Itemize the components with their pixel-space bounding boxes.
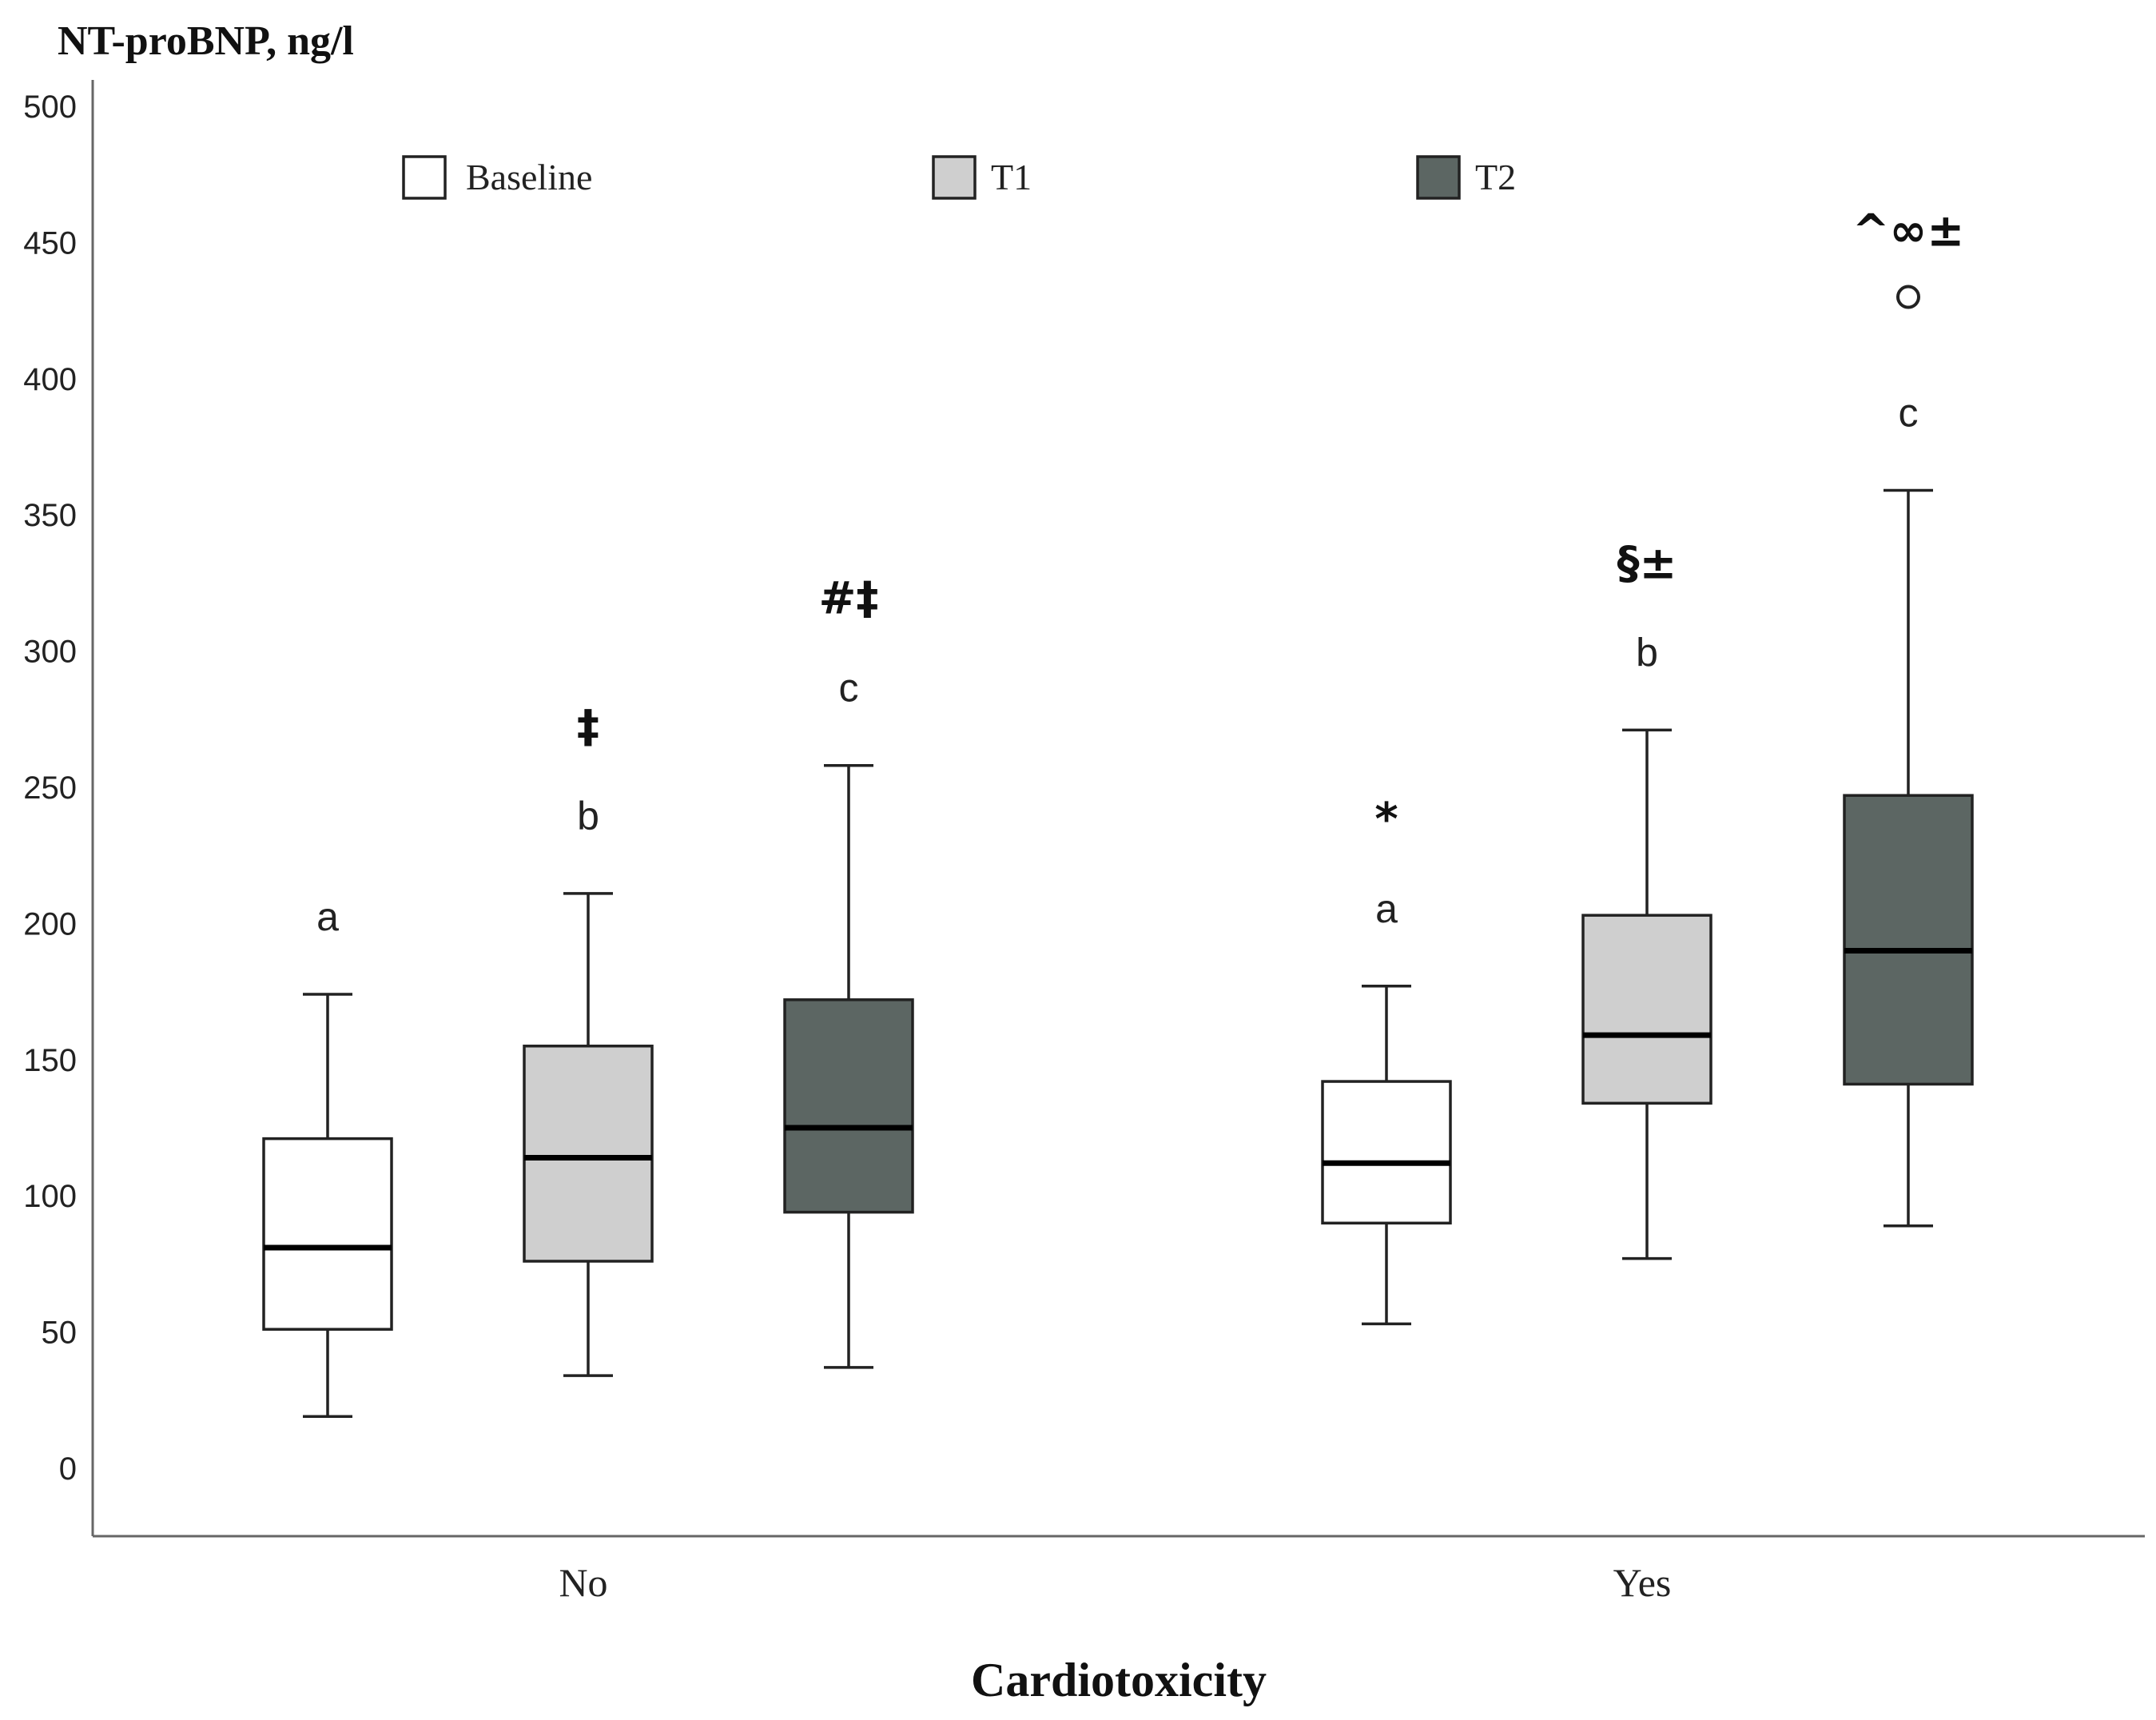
legend-label-baseline: Baseline bbox=[466, 157, 592, 197]
y-tick-label: 350 bbox=[23, 498, 77, 533]
legend: Baseline T1 T2 bbox=[402, 155, 1516, 200]
significance-letter: c bbox=[839, 666, 859, 711]
iqr-box bbox=[1321, 1080, 1452, 1225]
y-tick-label: 200 bbox=[23, 906, 77, 942]
box-no-baseline: a bbox=[262, 894, 393, 1418]
significance-symbol: ^∞± bbox=[1852, 205, 1965, 257]
outlier-point bbox=[1896, 285, 1920, 309]
iqr-box bbox=[1843, 794, 1974, 1086]
y-tick-label: 300 bbox=[23, 635, 77, 670]
significance-letter: b bbox=[1636, 630, 1658, 675]
x-category-label: Yes bbox=[1613, 1560, 1672, 1605]
boxplots: ab‡c#‡a*b§±c^∞± bbox=[262, 205, 1974, 1418]
significance-letter: b bbox=[577, 794, 599, 838]
legend-swatch-baseline bbox=[402, 155, 447, 200]
x-axis-title: Cardiotoxicity bbox=[971, 1654, 1267, 1706]
significance-letter: a bbox=[316, 894, 339, 939]
legend-swatch-t2 bbox=[1416, 155, 1461, 200]
iqr-box bbox=[1581, 914, 1712, 1105]
y-tick-label: 500 bbox=[23, 90, 77, 125]
significance-symbol: #‡ bbox=[819, 573, 879, 625]
y-axis-ticks: 0 50 100 150 200 250 300 350 400 450 500 bbox=[23, 90, 77, 1487]
y-tick-label: 150 bbox=[23, 1043, 77, 1078]
significance-symbol: * bbox=[1374, 794, 1398, 846]
x-category-label: No bbox=[559, 1560, 607, 1605]
box-yes-baseline: a* bbox=[1321, 794, 1452, 1326]
y-tick-label: 0 bbox=[59, 1451, 77, 1487]
y-tick-label: 100 bbox=[23, 1179, 77, 1214]
y-axis-title: NT-proBNP, ng/l bbox=[58, 18, 354, 64]
iqr-box bbox=[523, 1045, 654, 1263]
legend-swatch-t1 bbox=[932, 155, 977, 200]
x-axis-categories: No Yes bbox=[559, 1560, 1671, 1605]
significance-letter: a bbox=[1375, 886, 1398, 931]
iqr-box bbox=[783, 998, 914, 1214]
box-yes-t1: b §± bbox=[1581, 537, 1712, 1260]
y-tick-label: 400 bbox=[23, 362, 77, 397]
iqr-box bbox=[262, 1137, 393, 1331]
y-tick-label: 450 bbox=[23, 225, 77, 261]
y-tick-label: 250 bbox=[23, 770, 77, 806]
y-tick-label: 50 bbox=[42, 1316, 78, 1351]
box-no-t2: c #‡ bbox=[783, 573, 914, 1369]
significance-symbol: §± bbox=[1617, 537, 1677, 589]
box-no-t1: b‡ bbox=[523, 701, 654, 1377]
legend-label-t1: T1 bbox=[991, 157, 1032, 197]
significance-symbol: ‡ bbox=[577, 701, 599, 753]
legend-label-t2: T2 bbox=[1475, 157, 1516, 197]
significance-letter: c bbox=[1899, 391, 1919, 436]
box-yes-t2: c ^∞± bbox=[1843, 205, 1974, 1228]
